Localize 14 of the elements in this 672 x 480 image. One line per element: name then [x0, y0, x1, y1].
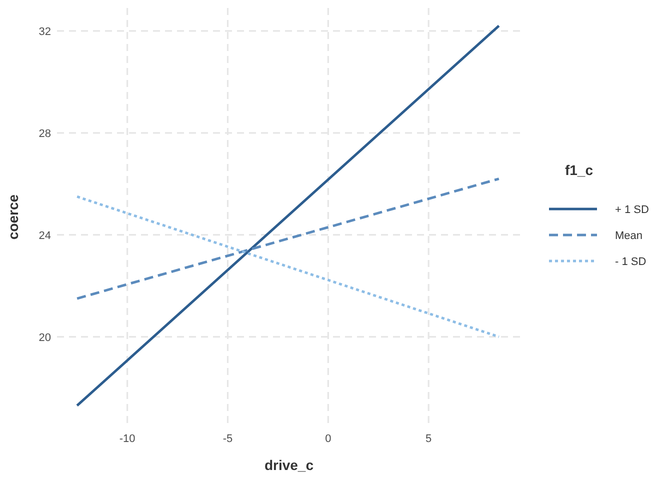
x-tick-label: 0: [325, 433, 332, 445]
legend-label: Mean: [615, 230, 643, 242]
x-axis-title: drive_c: [264, 457, 314, 473]
x-tick-label: 5: [426, 433, 432, 445]
y-axis-title: coerce: [5, 194, 21, 240]
y-tick-label: 24: [38, 230, 51, 242]
legend-label: + 1 SD: [615, 204, 649, 216]
legend-label: - 1 SD: [615, 256, 646, 268]
y-tick-label: 28: [38, 128, 51, 140]
y-tick-label: 32: [38, 26, 51, 38]
x-tick-label: -5: [222, 433, 233, 445]
legend-title: f1_c: [564, 162, 594, 178]
y-tick-label: 20: [38, 332, 51, 344]
x-tick-label: -10: [119, 433, 136, 445]
